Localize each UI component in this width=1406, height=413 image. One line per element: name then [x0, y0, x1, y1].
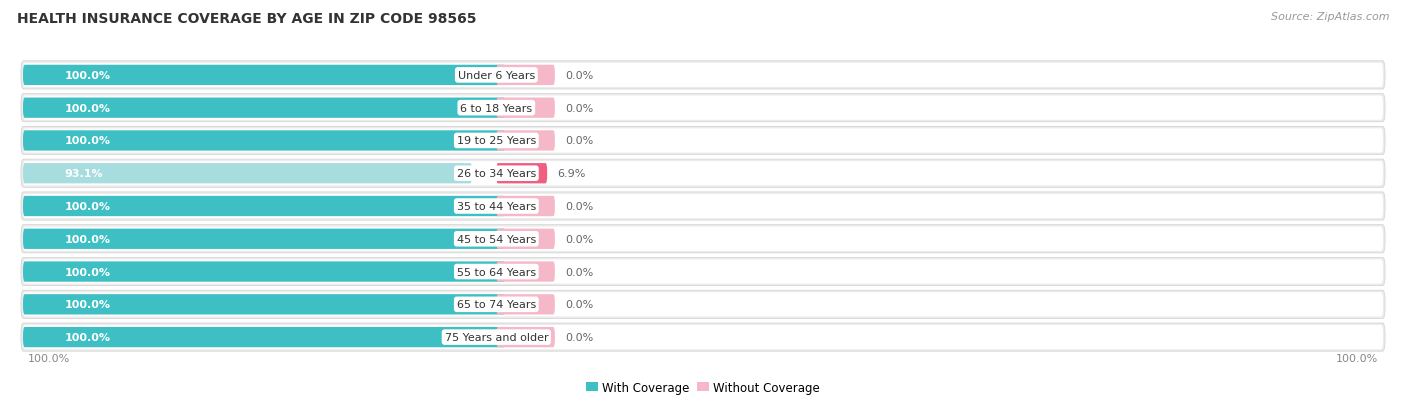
FancyBboxPatch shape [496, 98, 555, 119]
Text: HEALTH INSURANCE COVERAGE BY AGE IN ZIP CODE 98565: HEALTH INSURANCE COVERAGE BY AGE IN ZIP … [17, 12, 477, 26]
FancyBboxPatch shape [496, 294, 555, 315]
FancyBboxPatch shape [496, 196, 555, 217]
Text: 100.0%: 100.0% [65, 71, 110, 81]
FancyBboxPatch shape [21, 290, 1385, 319]
FancyBboxPatch shape [22, 294, 505, 315]
Text: Source: ZipAtlas.com: Source: ZipAtlas.com [1271, 12, 1389, 22]
FancyBboxPatch shape [22, 229, 505, 249]
Text: 0.0%: 0.0% [565, 103, 593, 114]
FancyBboxPatch shape [21, 62, 1385, 90]
Text: 100.0%: 100.0% [1336, 354, 1378, 363]
FancyBboxPatch shape [22, 227, 1384, 251]
FancyBboxPatch shape [21, 160, 1385, 188]
FancyBboxPatch shape [21, 127, 1385, 155]
FancyBboxPatch shape [496, 327, 555, 347]
Text: 65 to 74 Years: 65 to 74 Years [457, 299, 536, 310]
FancyBboxPatch shape [22, 325, 1384, 349]
Text: 45 to 54 Years: 45 to 54 Years [457, 234, 536, 244]
FancyBboxPatch shape [22, 260, 1384, 284]
Text: 0.0%: 0.0% [565, 267, 593, 277]
FancyBboxPatch shape [22, 195, 1384, 218]
FancyBboxPatch shape [21, 225, 1385, 253]
Text: 100.0%: 100.0% [65, 202, 110, 211]
Text: 55 to 64 Years: 55 to 64 Years [457, 267, 536, 277]
Text: 0.0%: 0.0% [565, 299, 593, 310]
FancyBboxPatch shape [21, 323, 1385, 351]
Text: 6 to 18 Years: 6 to 18 Years [460, 103, 533, 114]
Text: 35 to 44 Years: 35 to 44 Years [457, 202, 536, 211]
Legend: With Coverage, Without Coverage: With Coverage, Without Coverage [581, 376, 825, 399]
Text: 0.0%: 0.0% [565, 136, 593, 146]
Text: Under 6 Years: Under 6 Years [458, 71, 534, 81]
Text: 0.0%: 0.0% [565, 71, 593, 81]
FancyBboxPatch shape [22, 131, 505, 151]
FancyBboxPatch shape [22, 64, 1384, 88]
Text: 19 to 25 Years: 19 to 25 Years [457, 136, 536, 146]
Text: 100.0%: 100.0% [65, 234, 110, 244]
Text: 100.0%: 100.0% [65, 267, 110, 277]
FancyBboxPatch shape [22, 162, 1384, 186]
FancyBboxPatch shape [496, 66, 555, 86]
Text: 93.1%: 93.1% [65, 169, 103, 179]
FancyBboxPatch shape [22, 96, 1384, 121]
Text: 0.0%: 0.0% [565, 202, 593, 211]
FancyBboxPatch shape [22, 98, 505, 119]
FancyBboxPatch shape [22, 196, 505, 217]
FancyBboxPatch shape [22, 66, 505, 86]
Text: 100.0%: 100.0% [65, 136, 110, 146]
FancyBboxPatch shape [22, 327, 505, 347]
Text: 100.0%: 100.0% [65, 103, 110, 114]
FancyBboxPatch shape [22, 292, 1384, 317]
FancyBboxPatch shape [22, 262, 505, 282]
FancyBboxPatch shape [496, 229, 555, 249]
FancyBboxPatch shape [22, 129, 1384, 153]
Text: 0.0%: 0.0% [565, 234, 593, 244]
Text: 6.9%: 6.9% [558, 169, 586, 179]
FancyBboxPatch shape [21, 192, 1385, 221]
FancyBboxPatch shape [21, 94, 1385, 123]
Text: 75 Years and older: 75 Years and older [444, 332, 548, 342]
FancyBboxPatch shape [496, 131, 555, 151]
FancyBboxPatch shape [496, 262, 555, 282]
Text: 100.0%: 100.0% [28, 354, 70, 363]
Text: 100.0%: 100.0% [65, 332, 110, 342]
Text: 26 to 34 Years: 26 to 34 Years [457, 169, 536, 179]
Text: 0.0%: 0.0% [565, 332, 593, 342]
FancyBboxPatch shape [496, 164, 547, 184]
FancyBboxPatch shape [22, 164, 472, 184]
FancyBboxPatch shape [21, 258, 1385, 286]
Text: 100.0%: 100.0% [65, 299, 110, 310]
